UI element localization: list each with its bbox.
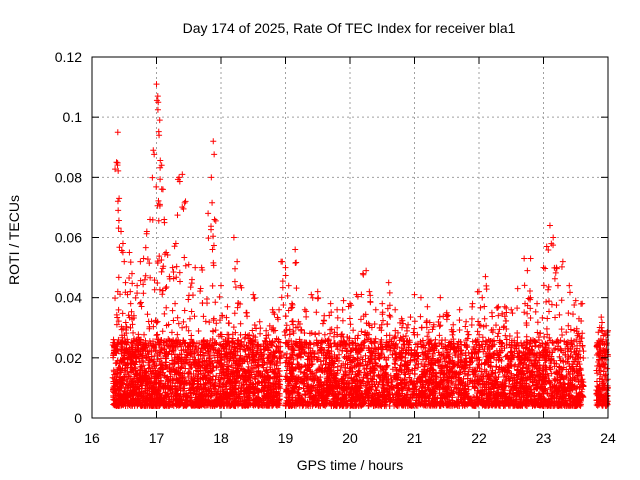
data-point <box>350 327 357 334</box>
data-point <box>212 347 219 354</box>
data-point <box>436 313 443 320</box>
data-point <box>128 368 135 375</box>
data-point <box>244 358 251 365</box>
data-point <box>407 314 414 321</box>
data-point <box>254 356 261 363</box>
data-point <box>209 335 216 342</box>
data-point <box>180 318 187 325</box>
data-point <box>257 330 264 337</box>
data-point <box>154 372 161 379</box>
data-point <box>355 332 362 339</box>
data-point <box>141 331 148 338</box>
data-point <box>502 332 509 339</box>
data-point <box>186 370 193 377</box>
data-point <box>380 317 387 324</box>
data-point <box>137 366 144 373</box>
data-point <box>243 381 250 388</box>
data-point <box>200 338 207 345</box>
data-point <box>212 327 219 334</box>
data-point <box>266 322 273 329</box>
data-point <box>432 336 439 343</box>
data-point <box>264 355 271 362</box>
data-points <box>109 81 611 409</box>
data-point <box>185 327 192 334</box>
data-point <box>289 318 296 325</box>
data-point <box>556 311 563 318</box>
data-point <box>195 371 202 378</box>
data-point <box>276 390 283 397</box>
data-point <box>153 332 160 339</box>
data-point <box>111 382 118 389</box>
data-point <box>128 379 135 386</box>
data-point <box>245 363 252 370</box>
data-point <box>183 323 190 330</box>
data-point <box>150 358 157 365</box>
data-point <box>216 317 223 324</box>
data-point <box>249 357 256 364</box>
data-point <box>175 364 182 371</box>
data-point <box>202 318 209 325</box>
data-point <box>213 320 220 327</box>
data-point <box>213 372 220 379</box>
grid-lines <box>92 57 608 418</box>
data-point <box>181 307 188 314</box>
data-point <box>195 328 202 335</box>
data-point <box>158 377 165 384</box>
data-point <box>357 316 364 323</box>
data-point <box>411 318 418 325</box>
data-point <box>168 369 175 376</box>
data-point <box>493 322 500 329</box>
data-point <box>210 373 217 380</box>
data-point <box>158 359 165 366</box>
data-point <box>260 359 267 366</box>
data-point <box>211 379 218 386</box>
data-point <box>249 327 256 334</box>
data-point <box>249 380 256 387</box>
data-point <box>358 328 365 335</box>
data-point <box>157 344 164 351</box>
data-point <box>118 368 125 375</box>
